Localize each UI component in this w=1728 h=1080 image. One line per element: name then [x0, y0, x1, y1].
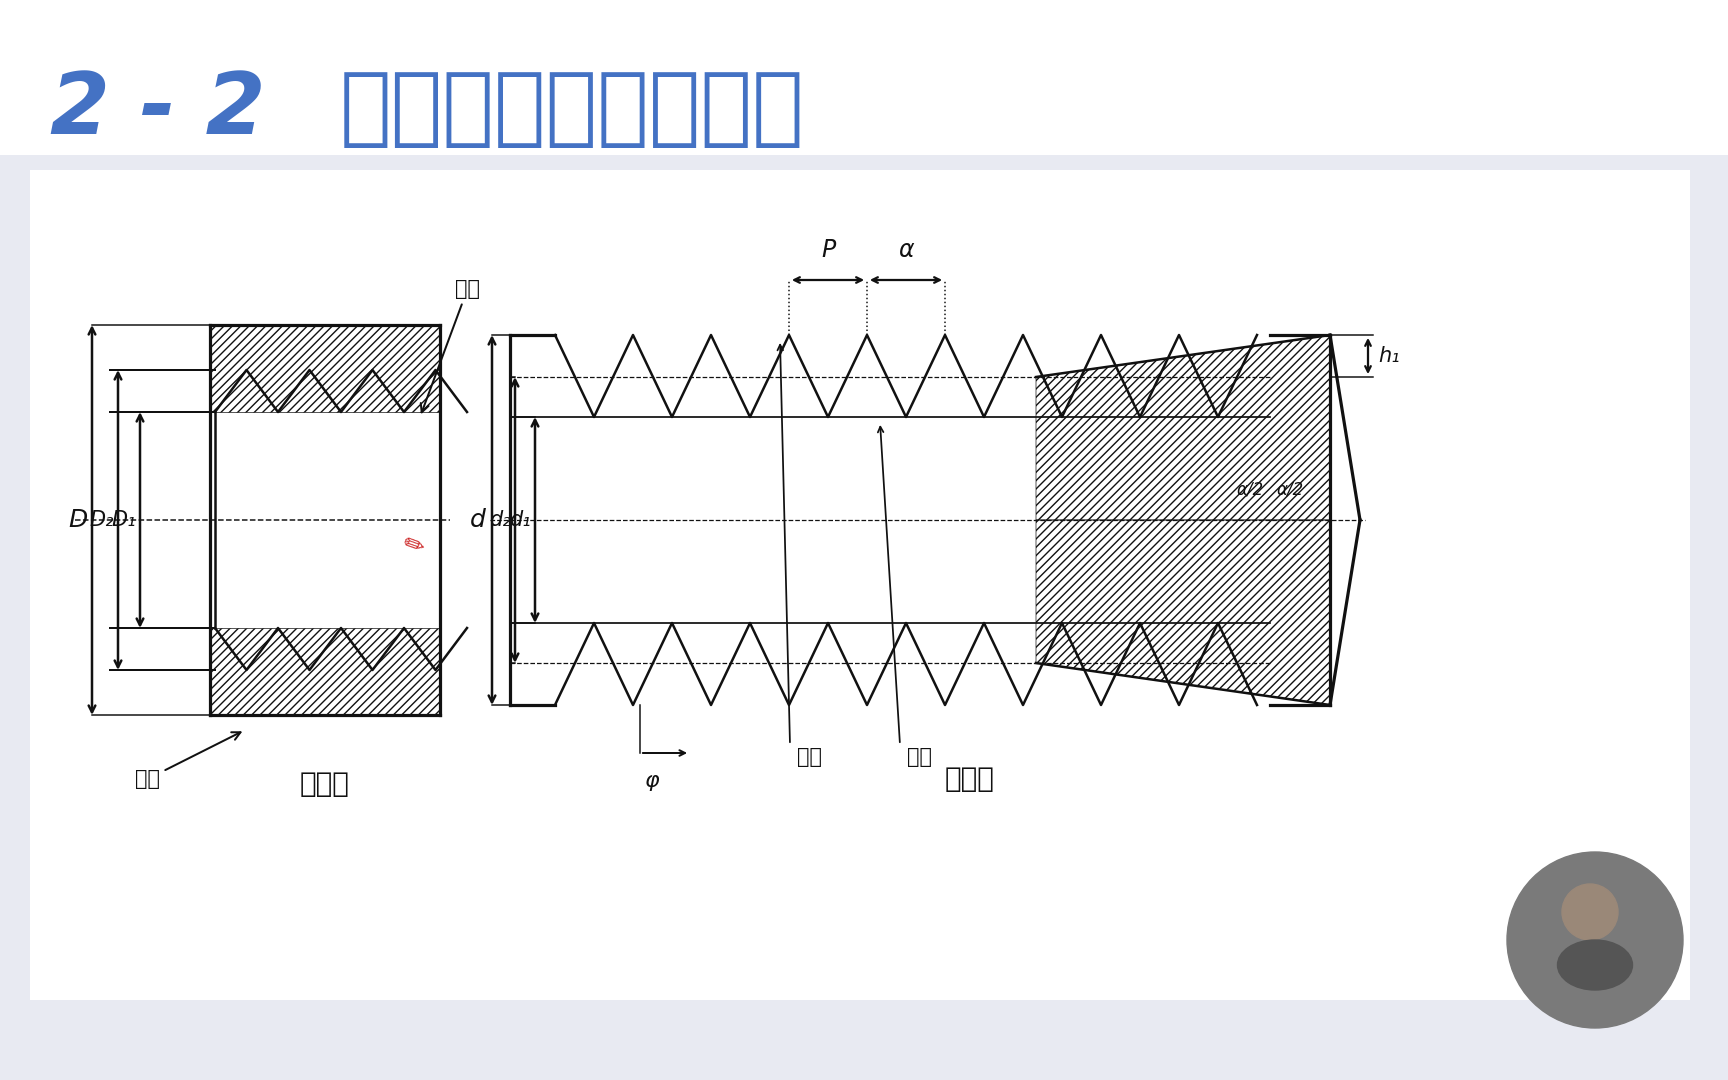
Text: 牙顶: 牙顶 — [420, 279, 480, 413]
Text: 牙底: 牙底 — [135, 732, 240, 789]
Text: φ: φ — [645, 771, 660, 791]
Text: d₁: d₁ — [510, 510, 530, 530]
Text: 牙底: 牙底 — [907, 747, 933, 767]
Text: 牙顶: 牙顶 — [798, 747, 823, 767]
Ellipse shape — [1557, 940, 1633, 990]
Circle shape — [1507, 852, 1683, 1028]
Text: 内螺纹: 内螺纹 — [301, 770, 351, 798]
Bar — [0, 156, 1728, 1080]
Text: h₁: h₁ — [1377, 346, 1400, 366]
Text: α: α — [899, 238, 914, 262]
Text: D₂: D₂ — [90, 510, 114, 530]
Text: α/2: α/2 — [1236, 481, 1263, 499]
Text: d₂: d₂ — [489, 510, 511, 530]
Bar — [29, 170, 1690, 1000]
Text: 2 - 2: 2 - 2 — [50, 68, 266, 151]
Text: α/2: α/2 — [1277, 481, 1303, 499]
Text: P: P — [821, 238, 835, 262]
Text: ✎: ✎ — [401, 529, 430, 561]
Text: d: d — [470, 508, 486, 532]
Text: D: D — [69, 508, 88, 532]
Text: D₁: D₁ — [112, 510, 137, 530]
Bar — [0, 0, 1728, 156]
Text: 外螺纹: 外螺纹 — [945, 765, 995, 793]
Circle shape — [1562, 885, 1617, 940]
Text: 普通螺纹的主要参数: 普通螺纹的主要参数 — [340, 68, 805, 151]
